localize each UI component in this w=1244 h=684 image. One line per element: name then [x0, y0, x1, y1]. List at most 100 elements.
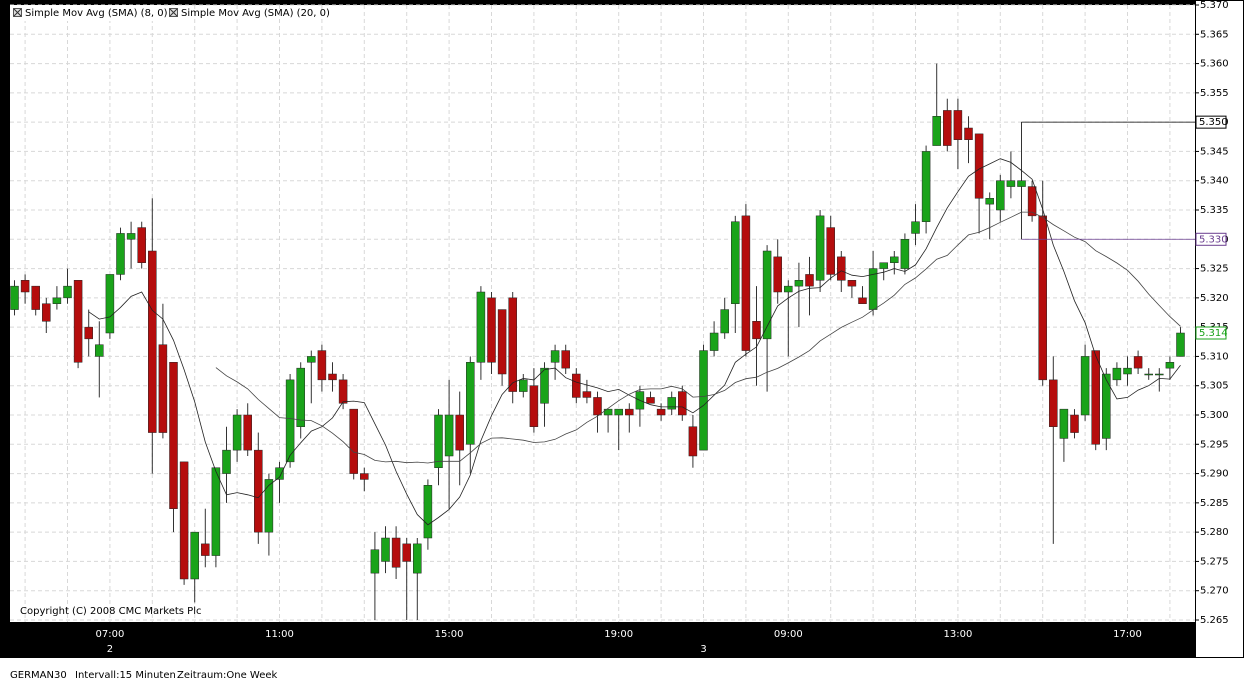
legend-entry: Simple Mov Avg (SMA) (20, 0): [181, 8, 330, 19]
candle-body: [63, 285, 72, 299]
candle-body: [625, 408, 634, 416]
candle-body: [815, 215, 825, 281]
candle-body: [593, 397, 602, 416]
candle-body: [455, 414, 464, 451]
candle-body: [1144, 373, 1153, 376]
candle-body: [1123, 367, 1132, 375]
candle-body: [996, 180, 1005, 211]
y-tick-label: 5.275: [1200, 556, 1229, 567]
candle-body: [805, 274, 814, 287]
level-box: [1195, 115, 1227, 129]
x-tick-label: 09:00: [774, 629, 803, 640]
candle-body: [1006, 180, 1016, 187]
candle-body: [879, 262, 888, 269]
candle-body: [201, 543, 210, 556]
legend: Simple Mov Avg (SMA) (8, 0) Simple Mov A…: [10, 5, 330, 21]
day-label: 2: [107, 644, 113, 655]
footer-period: Zeitraum:One Week: [177, 670, 278, 681]
candle-body: [476, 291, 486, 363]
candle-body: [847, 280, 857, 287]
y-tick-label: 5.355: [1200, 88, 1229, 99]
candle-body: [232, 414, 242, 451]
candle-body: [985, 198, 994, 205]
candle-body: [1038, 215, 1047, 381]
candle-body: [529, 385, 539, 427]
y-tick-label: 5.345: [1200, 146, 1229, 157]
candle-body: [20, 280, 30, 293]
candle-body: [338, 379, 348, 404]
candle-body: [550, 350, 560, 363]
candle-body: [1017, 180, 1026, 187]
candle-body: [391, 537, 401, 568]
candle-body: [731, 221, 740, 304]
y-tick-label: 5.265: [1200, 615, 1229, 626]
candle-body: [444, 414, 454, 457]
candle-body: [614, 408, 623, 416]
candle-body: [466, 362, 475, 445]
sma-line: [88, 158, 1181, 526]
candle-body: [423, 485, 433, 539]
candle-body: [826, 227, 835, 275]
candle-body: [932, 116, 941, 146]
candle-body: [413, 543, 422, 574]
candle-body: [582, 391, 592, 398]
candle-body: [1027, 186, 1037, 217]
y-tick-label: 5.305: [1200, 381, 1229, 392]
candle-body: [720, 309, 729, 334]
plot-area: [10, 5, 1195, 622]
y-tick-label: 5.280: [1200, 527, 1229, 538]
candle-body: [699, 350, 708, 451]
y-tick-label: 5.285: [1200, 498, 1229, 509]
y-tick-label: 5.320: [1200, 293, 1229, 304]
x-tick-label: 13:00: [943, 629, 972, 640]
candle-body: [519, 379, 528, 392]
candle-body: [349, 408, 358, 474]
y-tick-label: 5.325: [1200, 264, 1229, 275]
x-tick-label: 19:00: [604, 629, 633, 640]
candle-body: [381, 537, 390, 562]
legend-box-x: [13, 8, 22, 17]
day-label: 3: [700, 644, 706, 655]
candle-body: [1165, 362, 1175, 369]
candle-body: [285, 379, 295, 463]
candle-body: [73, 280, 83, 363]
candle-body: [603, 408, 613, 416]
level-box: [1195, 232, 1227, 246]
candle-body: [275, 467, 284, 480]
candle-body: [126, 233, 136, 240]
y-tick-label: 5.370: [1200, 0, 1229, 11]
candle-body: [317, 350, 327, 381]
level-label: 5.350: [1199, 117, 1228, 128]
candle-body: [688, 426, 698, 457]
candle-body: [497, 309, 507, 375]
candle-body: [837, 256, 846, 281]
y-tick-label: 5.365: [1200, 29, 1229, 40]
candle-body: [116, 233, 125, 275]
candle-body: [222, 449, 231, 474]
candle-body: [42, 303, 51, 322]
candle-body: [360, 473, 369, 480]
candle-body: [794, 280, 804, 287]
y-tick-label: 5.310: [1200, 351, 1229, 362]
candle-body: [678, 391, 687, 416]
candle-body: [1049, 379, 1058, 427]
candle-body: [508, 297, 517, 392]
legend-box-x: [169, 8, 178, 17]
legend-entry: Simple Mov Avg (SMA) (8, 0): [25, 8, 168, 19]
candle-body: [964, 127, 973, 140]
candle-body: [243, 414, 252, 451]
candle-body: [211, 467, 221, 556]
candle-body: [953, 110, 963, 140]
y-tick-label: 5.270: [1200, 586, 1229, 597]
candle-body: [974, 133, 984, 199]
candle-body: [487, 297, 496, 363]
level-box: [1195, 326, 1227, 340]
footer-instrument: GERMAN30: [10, 670, 67, 681]
candle-body: [752, 321, 761, 340]
candle-body: [900, 239, 910, 269]
candle-body: [169, 362, 178, 509]
candle-body: [307, 356, 316, 363]
level-label: 5.314: [1199, 328, 1228, 339]
candle-body: [762, 250, 772, 340]
candle-body: [52, 297, 62, 304]
